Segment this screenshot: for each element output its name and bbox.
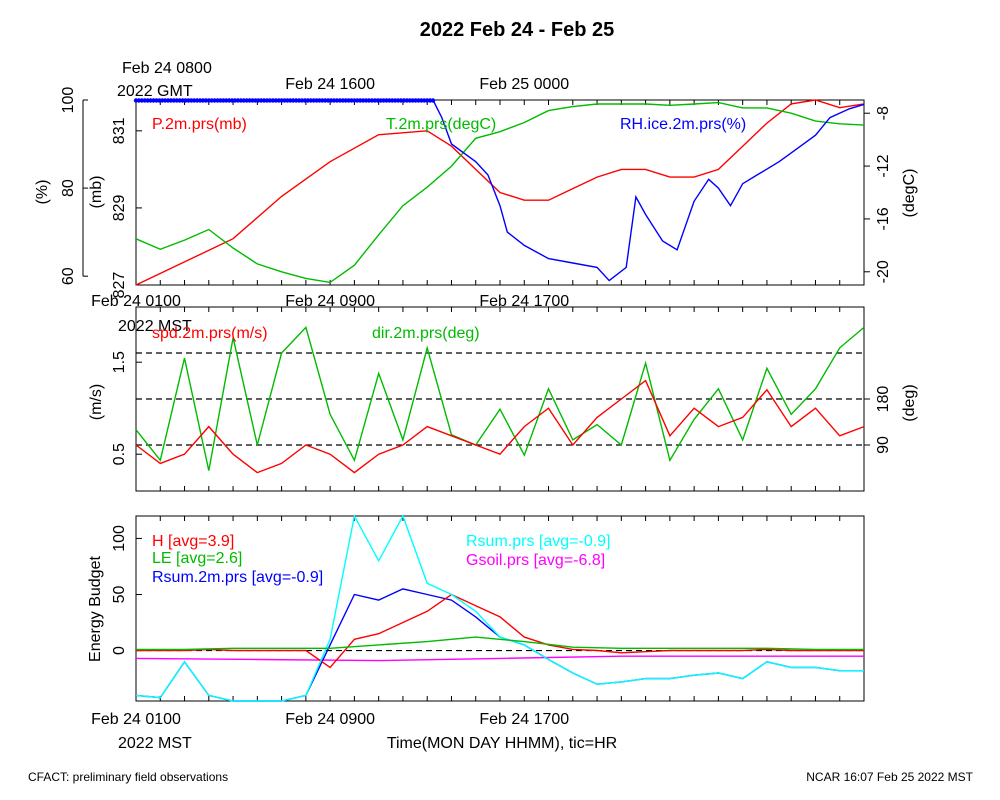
pressure-line	[135, 99, 865, 286]
rh-axis-label: (%)	[34, 180, 51, 205]
chart-title: 2022 Feb 24 - Feb 25	[420, 19, 615, 41]
pressure-axis-label: (mb)	[88, 176, 105, 209]
temp-axis-tick-label: -20	[875, 260, 892, 283]
footer-left: CFACT: preliminary field observations	[28, 770, 228, 784]
temperature-line	[135, 101, 865, 284]
rh-axis-tick-label: 60	[60, 267, 77, 285]
energy-axis-tick-label: 50	[111, 585, 128, 603]
direction-axis-tick-label: 180	[875, 386, 892, 413]
speed-line	[135, 379, 865, 474]
temperature-legend: T.2m.prs(degC)	[386, 116, 496, 133]
temp-axis-tick-label: -16	[875, 207, 892, 230]
gsoil-prs-avg-6-8-line	[135, 655, 864, 662]
middle-tz-label: 2022 MST	[118, 318, 192, 335]
direction-axis-tick-label: 90	[875, 436, 892, 454]
pressure-axis-tick-label: 827	[111, 272, 128, 299]
top-axis-tick-label: Feb 25 0000	[479, 76, 569, 93]
top-axis-tz-label: 2022 GMT	[117, 83, 193, 100]
energy-axis-label: Energy Budget	[87, 556, 104, 662]
h-avg-3-9-line	[136, 593, 864, 669]
top-axis-tick-label: Feb 24 0800	[122, 60, 212, 77]
rh-line	[432, 99, 865, 282]
temp-axis-tick-label: -12	[875, 154, 892, 177]
speed-axis-tick-label: 0.5	[111, 443, 128, 465]
direction-axis-label: (deg)	[901, 384, 918, 421]
direction-legend: dir.2m.prs(deg)	[372, 325, 480, 342]
top-panel-bottom-tick-label: Feb 24 0100	[91, 293, 181, 310]
rsum-2m-legend: Rsum.2m.prs [avg=-0.9]	[152, 569, 323, 586]
rh-legend: RH.ice.2m.prs(%)	[620, 116, 746, 133]
rsum-prs-avg-0-9-line	[135, 513, 864, 702]
pressure-legend: P.2m.prs(mb)	[152, 116, 247, 133]
top-panel-bottom-tick-label: Feb 24 0900	[285, 293, 375, 310]
energy-axis-tick-label: 0	[111, 646, 128, 655]
rsum-legend: Rsum.prs [avg=-0.9]	[466, 533, 611, 550]
temp-axis-tick-label: -8	[875, 106, 892, 120]
temp-axis-label: (degC)	[901, 169, 918, 218]
top-panel-bottom-tick-label: Feb 24 1700	[479, 293, 569, 310]
speed-legend: spd.2m.prs(m/s)	[152, 325, 268, 342]
le-avg-2-6-line	[136, 636, 864, 651]
footer-right: NCAR 16:07 Feb 25 2022 MST	[806, 770, 973, 784]
rh-axis-tick-label: 80	[60, 179, 77, 197]
bottom-axis-tick-label: Feb 24 0100	[91, 711, 181, 728]
rsum-2m-prs-avg-0-9-line	[135, 588, 864, 702]
speed-axis-tick-label: 1.5	[111, 351, 128, 373]
pressure-axis-tick-label: 829	[111, 194, 128, 221]
bottom-tz-label: 2022 MST	[118, 735, 192, 752]
h-legend: H [avg=3.9]	[152, 533, 234, 550]
bottom-axis-tick-label: Feb 24 0900	[285, 711, 375, 728]
gsoil-legend: Gsoil.prs [avg=-6.8]	[466, 552, 605, 569]
speed-axis-label: (m/s)	[88, 384, 105, 420]
le-legend: LE [avg=2.6]	[152, 550, 242, 567]
energy-axis-tick-label: 100	[111, 525, 128, 552]
bottom-axis-label: Time(MON DAY HHMM), tic=HR	[387, 735, 617, 752]
pressure-axis-tick-label: 831	[111, 117, 128, 144]
top-axis-tick-label: Feb 24 1600	[285, 76, 375, 93]
panels: Feb 24 0800 2022 GMT Feb 24 1600 Feb 25 000…	[34, 60, 918, 752]
direction-line	[135, 326, 865, 471]
bottom-axis-tick-label: Feb 24 1700	[479, 711, 569, 728]
rh-axis-tick-label: 100	[60, 87, 77, 114]
